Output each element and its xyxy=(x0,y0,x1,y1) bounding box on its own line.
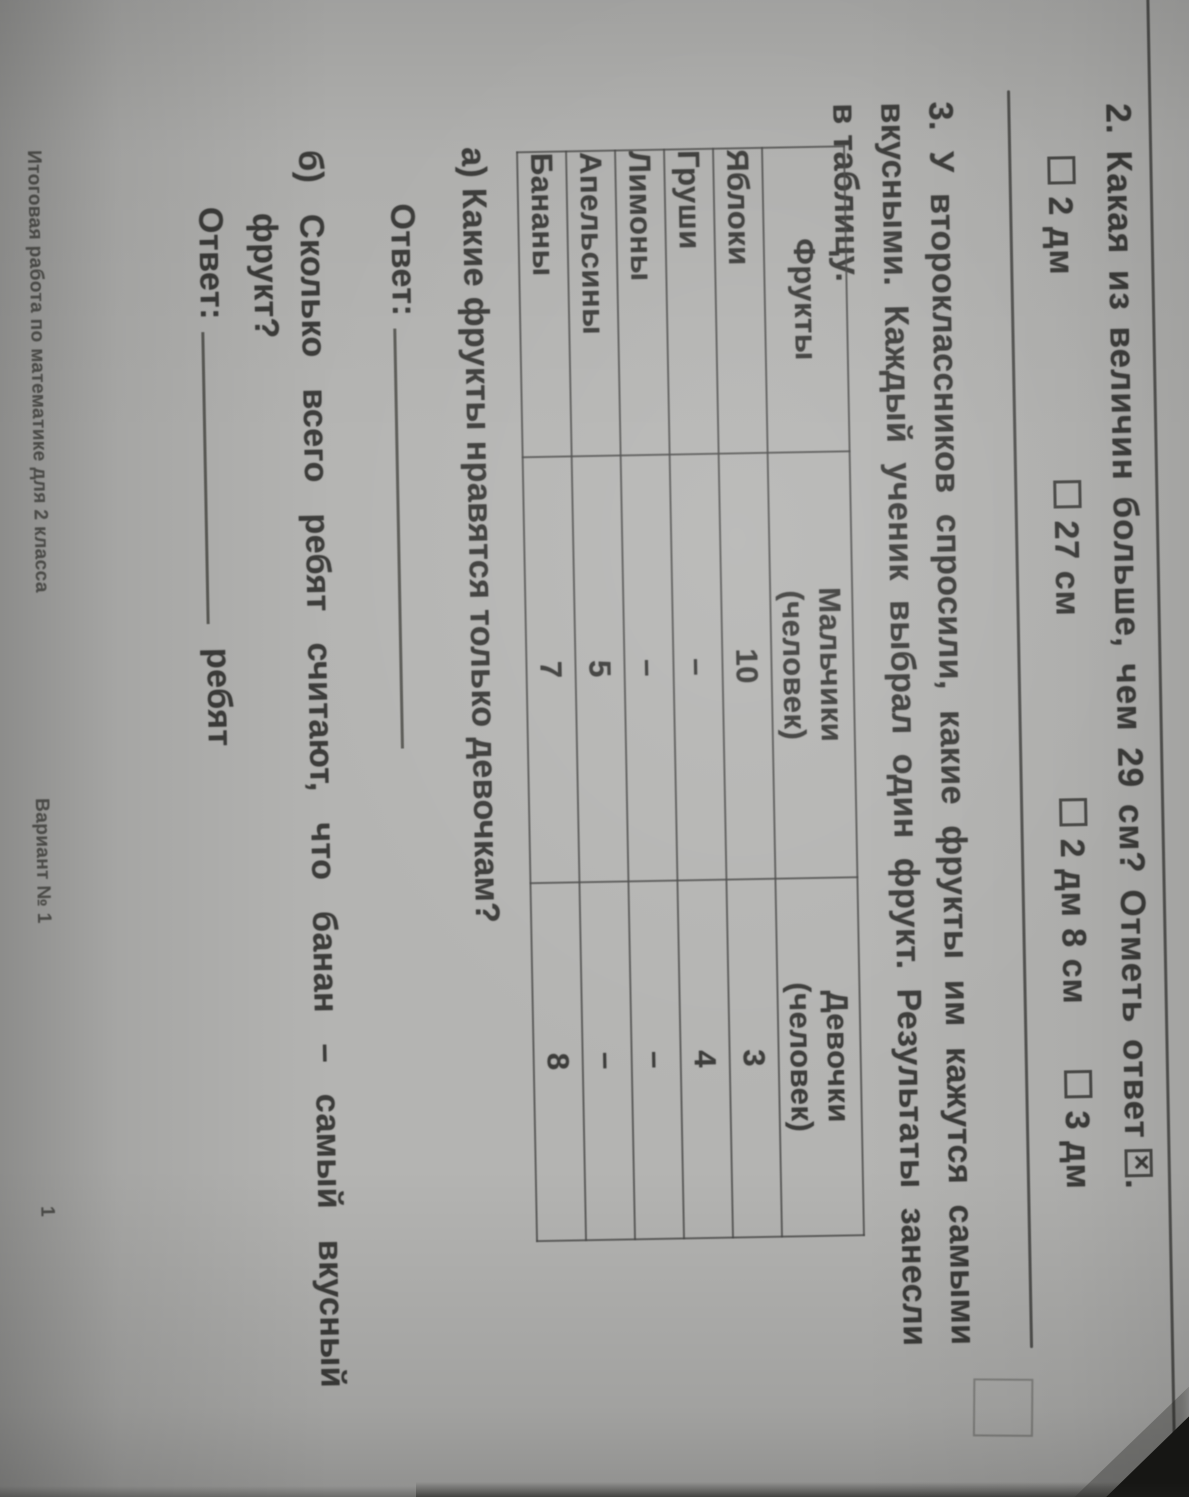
answer-3a-blank-line xyxy=(393,328,412,749)
answer-3a: Ответ: xyxy=(382,203,431,749)
question-3a-label: а) xyxy=(453,146,493,179)
checkbox-icon xyxy=(1053,480,1082,509)
question-3a: а) Какие фрукты нравятся только девочкам… xyxy=(453,147,506,924)
footer-variant: Вариант № 1 xyxy=(30,797,55,924)
fruit-table: Фрукты Мальчики (человек) Девочки (челов… xyxy=(516,145,865,1242)
footer-page-number: 1 xyxy=(36,1205,58,1218)
answer-3b-label: Ответ: xyxy=(191,206,232,321)
question-3b-line1: б) Сколько всего ребят считают, что бана… xyxy=(286,150,357,1389)
question-3-number: 3. xyxy=(921,101,960,132)
score-box xyxy=(972,1378,1034,1437)
checkbox-icon xyxy=(1059,798,1088,827)
answer-3b-suffix: ребят xyxy=(199,647,239,747)
option-27cm: 27 см xyxy=(1045,480,1087,618)
column-header-fruits: Фрукты xyxy=(762,146,850,453)
question-3b-label: б) xyxy=(290,149,330,184)
option-2dm8cm: 2 дм 8 см xyxy=(1051,798,1094,1005)
checkbox-icon xyxy=(1047,156,1076,185)
footer-title: Итоговая работа по математике для 2 клас… xyxy=(22,149,53,593)
question-2-number: 2. xyxy=(1098,102,1138,135)
page-footer: Итоговая работа по математике для 2 клас… xyxy=(5,10,72,1497)
column-header-girls: Девочки (человек) xyxy=(775,877,864,1237)
option-label: 27 см xyxy=(1046,520,1087,618)
task3-separator-line xyxy=(1007,90,1034,1349)
option-label: 3 дм xyxy=(1057,1110,1098,1191)
option-label: 2 дм xyxy=(1040,196,1081,276)
checkbox-icon xyxy=(1063,1070,1093,1099)
question-2-text: Какая из величин больше, чем 29 см? Отме… xyxy=(1099,150,1157,1140)
question-3b-line2: фрукт? xyxy=(245,212,286,340)
answer-3b: Ответ: ребят xyxy=(190,207,239,747)
question-3a-text: Какие фрукты нравятся только девочкам? xyxy=(454,187,507,924)
question-2-period: . xyxy=(1117,1178,1158,1190)
answer-3a-label: Ответ: xyxy=(382,203,424,317)
option-3dm: 3 дм xyxy=(1056,1070,1097,1190)
question-3b-text: Сколько всего ребят считают, что банан –… xyxy=(292,213,352,1389)
option-label: 2 дм 8 см xyxy=(1052,838,1094,1005)
answer-3b-blank-line xyxy=(201,331,218,625)
question-2-options: 2 дм 27 см 2 дм 8 см 3 дм xyxy=(1039,156,1101,1407)
column-header-boys: Мальчики (человек) xyxy=(767,451,858,879)
option-2dm: 2 дм xyxy=(1039,156,1080,276)
checked-box-icon: × xyxy=(1124,1148,1157,1178)
